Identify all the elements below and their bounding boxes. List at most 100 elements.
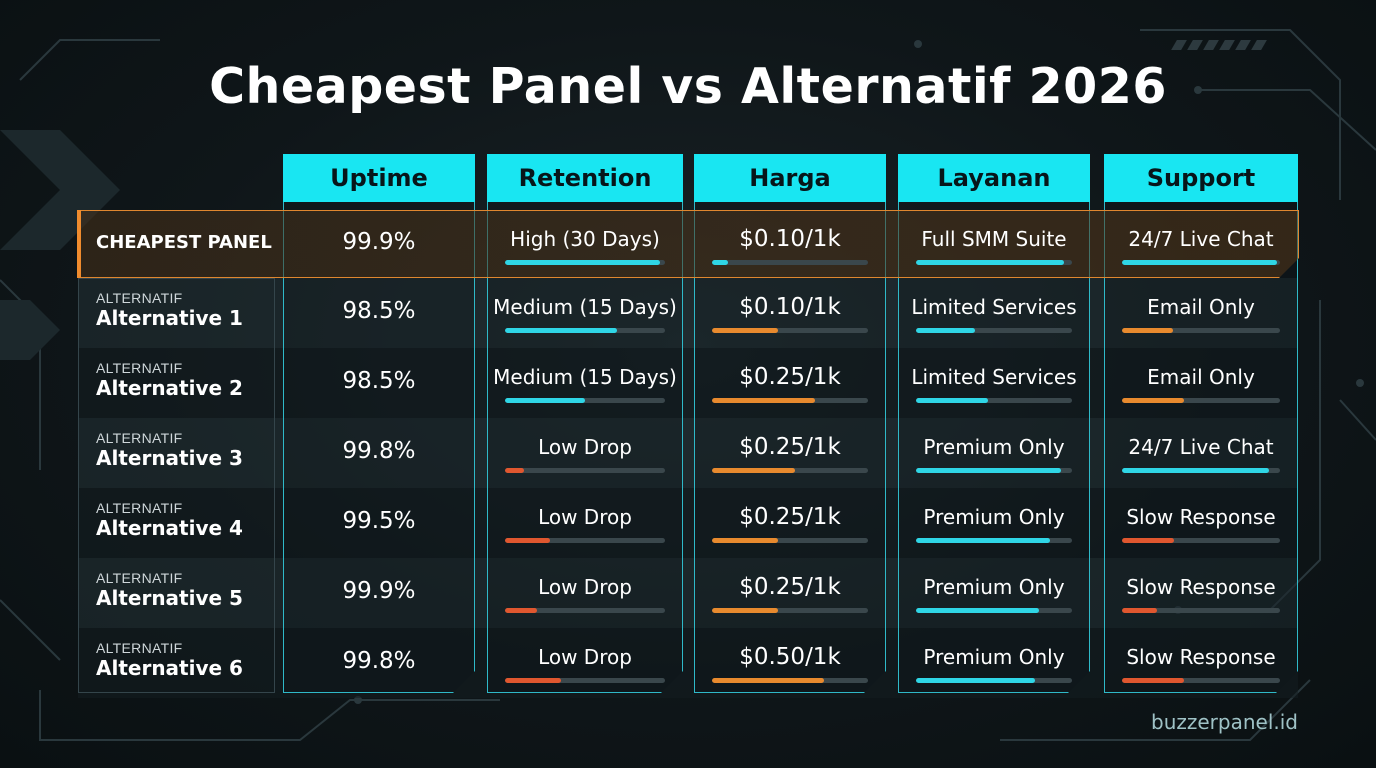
column-header-harga: Harga — [694, 154, 886, 202]
harga-value: $0.25/1k — [739, 504, 841, 530]
uptime-value: 98.5% — [342, 298, 416, 324]
harga-bar — [712, 328, 868, 333]
uptime-value: 99.8% — [342, 648, 416, 674]
row-background — [78, 558, 1298, 628]
row-name: Alternative 1 — [96, 306, 243, 330]
row-background — [78, 488, 1298, 558]
retention-bar-fill — [505, 260, 661, 265]
layanan-value: Limited Services — [911, 365, 1077, 389]
retention-bar-fill — [505, 678, 561, 683]
row-background — [78, 278, 1298, 348]
harga-value: $0.10/1k — [739, 226, 841, 252]
row-tag: ALTERNATIF — [96, 360, 183, 376]
harga-value: $0.50/1k — [739, 644, 841, 670]
row-name: Alternative 3 — [96, 446, 243, 470]
retention-value: Medium (15 Days) — [493, 295, 677, 319]
support-bar-fill — [1122, 608, 1157, 613]
support-bar — [1122, 538, 1280, 543]
row-name: CHEAPEST PANEL — [96, 232, 272, 253]
support-value: Slow Response — [1126, 575, 1276, 599]
support-value: Email Only — [1147, 365, 1255, 389]
retention-bar — [505, 538, 665, 543]
support-bar-fill — [1122, 260, 1277, 265]
column-header-support: Support — [1104, 154, 1298, 202]
harga-bar — [712, 678, 868, 683]
support-bar — [1122, 608, 1280, 613]
retention-value: Low Drop — [538, 575, 632, 599]
layanan-bar — [916, 328, 1072, 333]
retention-bar — [505, 398, 665, 403]
uptime-value: 99.5% — [342, 508, 416, 534]
uptime-value: 99.9% — [342, 578, 416, 604]
row-background — [78, 348, 1298, 418]
layanan-bar-fill — [916, 468, 1062, 473]
row-label: ALTERNATIF Alternative 4 — [96, 500, 276, 540]
row-label: CHEAPEST PANEL — [96, 232, 276, 253]
layanan-bar — [916, 678, 1072, 683]
harga-value: $0.25/1k — [739, 574, 841, 600]
harga-bar — [712, 608, 868, 613]
retention-bar-fill — [505, 328, 617, 333]
support-value: 24/7 Live Chat — [1128, 435, 1274, 459]
row-label: ALTERNATIF Alternative 3 — [96, 430, 276, 470]
retention-bar — [505, 468, 665, 473]
row-background — [78, 628, 1298, 698]
layanan-value: Premium Only — [923, 505, 1065, 529]
row-tag: ALTERNATIF — [96, 640, 183, 656]
row-label: ALTERNATIF Alternative 6 — [96, 640, 276, 680]
layanan-bar-fill — [916, 608, 1040, 613]
harga-bar-fill — [712, 678, 825, 683]
row-background — [78, 418, 1298, 488]
support-bar — [1122, 398, 1280, 403]
harga-bar-fill — [712, 468, 795, 473]
layanan-bar — [916, 468, 1072, 473]
row-name: Alternative 2 — [96, 376, 243, 400]
name-column-frame — [78, 278, 275, 693]
uptime-value: 98.5% — [342, 368, 416, 394]
harga-value: $0.25/1k — [739, 364, 841, 390]
support-bar-fill — [1122, 328, 1173, 333]
column-header-layanan: Layanan — [898, 154, 1090, 202]
support-bar-fill — [1122, 538, 1175, 543]
retention-value: Low Drop — [538, 435, 632, 459]
harga-bar — [712, 468, 868, 473]
harga-value: $0.25/1k — [739, 434, 841, 460]
page-title: Cheapest Panel vs Alternatif 2026 — [209, 58, 1167, 115]
harga-bar — [712, 260, 868, 265]
retention-bar-fill — [505, 468, 525, 473]
support-value: 24/7 Live Chat — [1128, 227, 1274, 251]
retention-bar — [505, 678, 665, 683]
harga-value: $0.10/1k — [739, 294, 841, 320]
harga-bar-fill — [712, 260, 728, 265]
layanan-value: Premium Only — [923, 575, 1065, 599]
retention-value: Medium (15 Days) — [493, 365, 677, 389]
support-bar — [1122, 328, 1280, 333]
layanan-bar — [916, 608, 1072, 613]
support-value: Slow Response — [1126, 505, 1276, 529]
row-tag: ALTERNATIF — [96, 290, 183, 306]
highlight-accent — [77, 210, 81, 278]
retention-bar — [505, 328, 665, 333]
uptime-value: 99.8% — [342, 438, 416, 464]
retention-bar-fill — [505, 398, 585, 403]
retention-value: Low Drop — [538, 505, 632, 529]
layanan-value: Full SMM Suite — [921, 227, 1067, 251]
uptime-value: 99.9% — [342, 229, 416, 255]
row-label: ALTERNATIF Alternative 1 — [96, 290, 276, 330]
row-name: Alternative 5 — [96, 586, 243, 610]
layanan-bar-fill — [916, 260, 1065, 265]
harga-bar — [712, 538, 868, 543]
layanan-bar — [916, 538, 1072, 543]
watermark: buzzerpanel.id — [1151, 710, 1298, 734]
support-bar — [1122, 678, 1280, 683]
row-label: ALTERNATIF Alternative 2 — [96, 360, 276, 400]
row-tag: ALTERNATIF — [96, 430, 183, 446]
support-bar-fill — [1122, 678, 1184, 683]
harga-bar — [712, 398, 868, 403]
support-value: Slow Response — [1126, 645, 1276, 669]
support-value: Email Only — [1147, 295, 1255, 319]
layanan-bar-fill — [916, 678, 1035, 683]
harga-bar-fill — [712, 538, 778, 543]
row-tag: ALTERNATIF — [96, 500, 183, 516]
row-name: Alternative 6 — [96, 656, 243, 680]
